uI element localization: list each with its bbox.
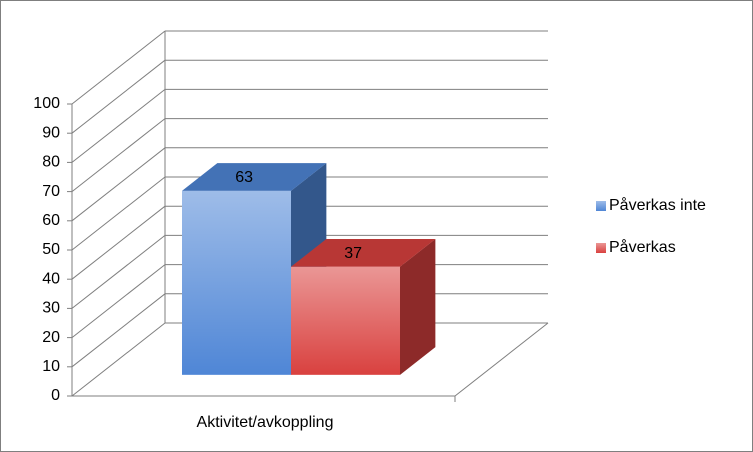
bar-top-shade bbox=[291, 239, 436, 267]
bar-side-shade bbox=[400, 239, 436, 375]
grid-line bbox=[71, 89, 166, 163]
y-tick-label: 80 bbox=[42, 154, 60, 171]
grid-line bbox=[71, 264, 166, 338]
bar-top bbox=[182, 163, 327, 191]
legend-swatch-shine bbox=[596, 243, 606, 253]
grid-line bbox=[71, 205, 166, 280]
y-tick-label: 60 bbox=[42, 212, 60, 229]
legend-label: Påverkas inte bbox=[609, 196, 706, 214]
x-tick-label: Aktivitet/avkoppling bbox=[197, 414, 334, 431]
y-tick-label: 30 bbox=[42, 300, 60, 317]
grid-line bbox=[71, 176, 166, 251]
grid-line bbox=[71, 147, 166, 222]
bar-top bbox=[291, 239, 436, 267]
y-tick-label: 0 bbox=[51, 387, 60, 404]
grid-line bbox=[71, 322, 166, 397]
grid-line bbox=[71, 293, 166, 368]
y-tick-label: 20 bbox=[42, 329, 60, 346]
y-tick-label: 40 bbox=[42, 270, 60, 287]
legend-swatch-shine bbox=[596, 201, 606, 211]
grid-line bbox=[71, 118, 166, 192]
legend-label: Påverkas bbox=[609, 238, 676, 256]
data-label: 63 bbox=[235, 169, 253, 186]
bar-shine bbox=[291, 266, 400, 375]
y-tick-label: 90 bbox=[42, 124, 60, 141]
grid-line bbox=[71, 59, 166, 134]
grid-line bbox=[71, 30, 166, 105]
data-label: 37 bbox=[344, 245, 362, 262]
grid-line bbox=[71, 235, 166, 309]
bar-top-shade bbox=[182, 163, 327, 191]
y-tick-label: 70 bbox=[42, 183, 60, 200]
y-tick-label: 50 bbox=[42, 241, 60, 258]
floor-edge bbox=[454, 322, 549, 397]
y-tick-label: 10 bbox=[42, 358, 60, 375]
bar-side bbox=[400, 239, 436, 375]
y-tick-label: 100 bbox=[33, 95, 60, 112]
bar-shine bbox=[182, 190, 291, 375]
